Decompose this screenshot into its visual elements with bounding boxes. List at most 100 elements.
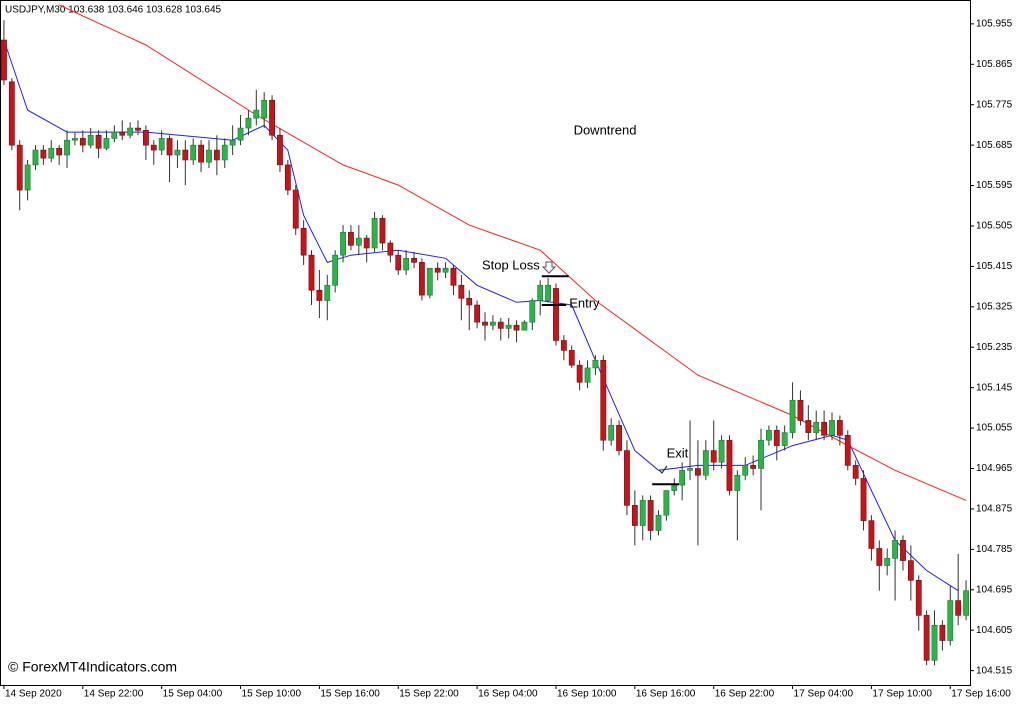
candle-body [829,420,835,436]
candle-body [64,139,70,156]
candle-body [419,262,425,296]
candle-body [363,237,370,249]
candle-body [332,254,339,286]
candle-body [844,434,851,466]
candle-body [379,218,386,244]
candle-body [584,367,591,383]
candle-body [797,399,804,421]
candle-body [931,624,938,661]
candle-body [411,258,417,263]
x-tick-label: 17 Sep 04:00 [794,689,854,700]
candle-body [726,439,733,491]
candle-body [939,624,946,641]
y-tick-label: 104.965 [976,463,1013,474]
candle-body [190,144,197,161]
x-tick-label: 15 Sep 04:00 [163,689,223,700]
candle-body [72,138,78,141]
candle-body [915,580,922,616]
candle-body [213,149,220,161]
watermark: © ForexMT4Indicators.com [8,659,177,675]
candle-body [182,149,189,161]
candle-body [655,514,662,531]
x-tick-label: 14 Sep 2020 [5,689,62,700]
candle-body [876,548,883,566]
candle-body [371,218,378,249]
candle-body [702,450,709,476]
candle-body [592,359,599,369]
candle-body [277,134,283,166]
check-icon [658,465,668,474]
candle-body [474,304,481,323]
candle-body [513,324,520,331]
candle-body [923,615,930,661]
candle-body [750,465,757,469]
candle-body [135,127,141,131]
candle-body [284,164,291,191]
candle-body [505,324,512,329]
candle-body [884,558,891,566]
level-label: Entry [569,295,600,310]
y-tick-label: 104.875 [976,504,1013,515]
candle-body [482,321,488,326]
candle-body [300,227,307,256]
candle-body [545,284,551,301]
y-tick-label: 104.605 [976,625,1013,636]
candle-body [261,99,268,119]
candle-body [947,600,954,641]
candle-body [710,450,717,463]
candle-body [608,425,615,441]
candle-body [24,164,31,191]
y-tick-label: 105.505 [976,221,1013,232]
chart-title: USDJPY,M30 103.638 103.646 103.628 103.6… [5,5,222,16]
x-tick-label: 15 Sep 22:00 [399,689,459,700]
candle-body [781,432,788,446]
y-tick-label: 105.325 [976,301,1013,312]
candle-body [537,284,544,301]
plot-frame [0,0,971,686]
candle-body [340,231,346,256]
candle-body [466,297,473,306]
candle-body [671,484,678,491]
candle-body [489,321,496,326]
candle-body [805,420,812,433]
candle-body [103,138,110,149]
candle-body [292,189,299,229]
y-tick-label: 105.685 [976,140,1013,151]
candle-body [119,131,126,136]
candle-body [600,359,607,441]
candle-body [734,474,741,491]
x-tick-label: 14 Sep 22:00 [84,689,144,700]
candle-body [269,99,275,136]
annotation: Downtrend [574,122,637,137]
candle-body [79,138,86,146]
candle-body [529,300,536,323]
candle-body [663,490,670,516]
candle-body [695,468,701,476]
candle-body [253,109,260,119]
x-tick-label: 16 Sep 04:00 [478,689,538,700]
y-tick-label: 105.595 [976,180,1013,191]
y-tick-label: 105.775 [976,99,1013,110]
candle-body [765,430,772,441]
candle-body [32,149,39,166]
candle-body [245,117,252,129]
candle-body [237,127,244,141]
candle-body [95,134,102,149]
candle-body [900,540,906,561]
candle-body [150,144,157,151]
x-tick-label: 15 Sep 10:00 [242,689,302,700]
candle-body [813,421,820,433]
candle-body [868,520,875,549]
candle-body [87,134,94,146]
candle-body [48,147,55,159]
candle-body [142,130,149,146]
y-tick-label: 105.055 [976,423,1013,434]
y-tick-label: 105.865 [976,59,1013,70]
candle-body [639,500,646,526]
candle-body [497,321,504,329]
candle-body [789,399,796,433]
x-tick-label: 16 Sep 16:00 [636,689,696,700]
candle-body [860,478,867,521]
